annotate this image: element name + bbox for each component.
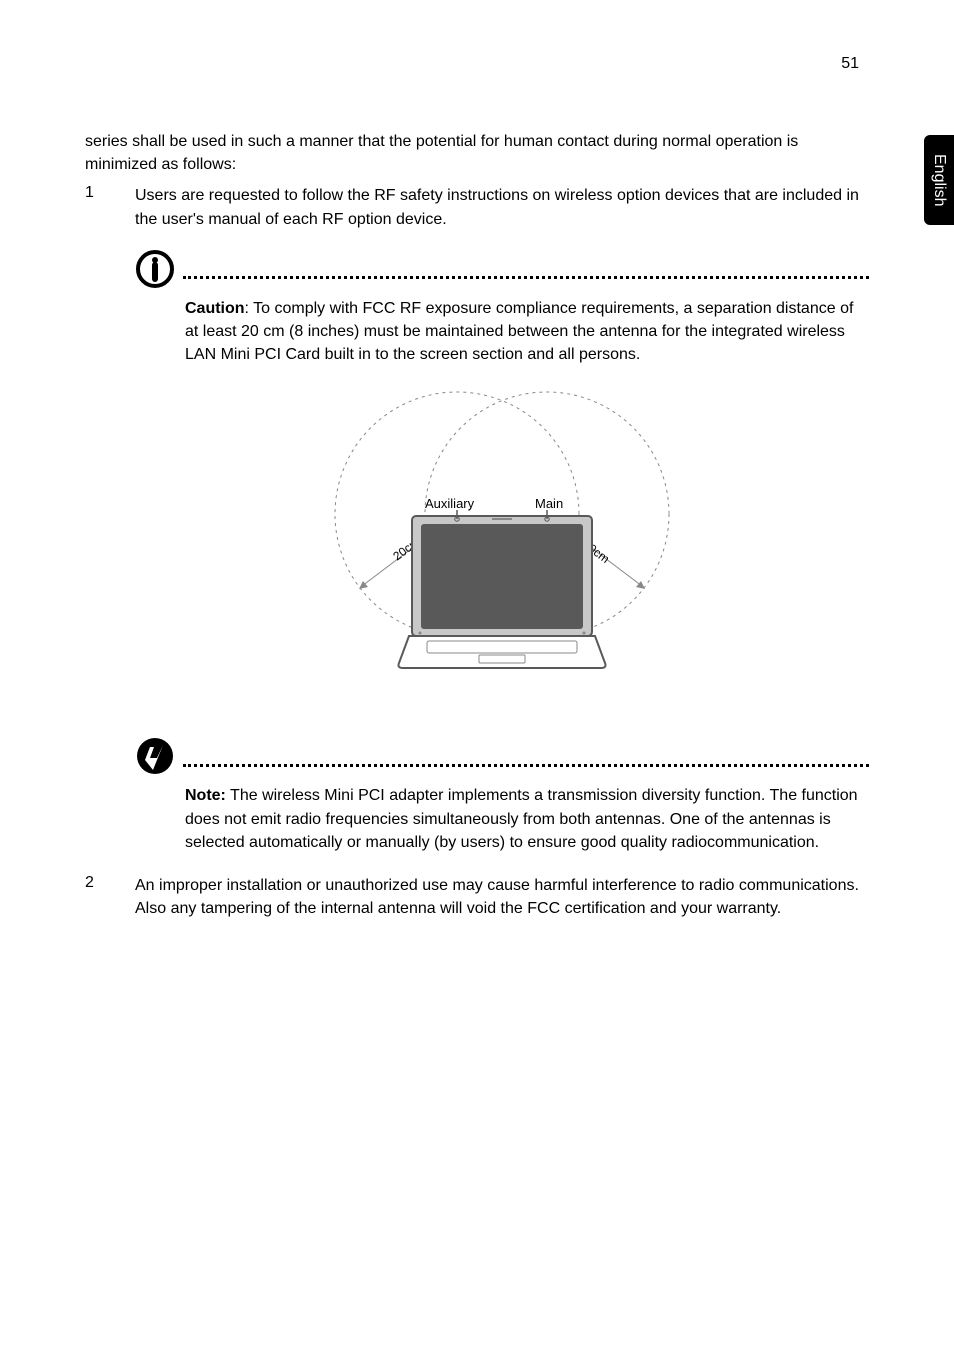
list-body-1: Users are requested to follow the RF saf…: [135, 184, 869, 230]
list-item-2: 2 An improper installation or unauthoriz…: [85, 874, 869, 920]
main-label: Main: [535, 496, 563, 511]
caution-bold: Caution: [185, 300, 245, 317]
auxiliary-label: Auxiliary: [425, 496, 475, 511]
note-rest: The wireless Mini PCI adapter implements…: [185, 787, 858, 850]
note-icon: [135, 736, 175, 776]
caution-icon: [135, 249, 175, 289]
note-body: Note: The wireless Mini PCI adapter impl…: [185, 784, 869, 854]
language-tab: English: [924, 135, 954, 225]
caution-divider: [183, 276, 869, 279]
antenna-figure: 20cm 20cm Auxiliary Main: [135, 386, 869, 701]
note-header: [135, 736, 869, 776]
language-tab-text: English: [930, 154, 948, 206]
note-callout: Note: The wireless Mini PCI adapter impl…: [135, 736, 869, 854]
note-divider: [183, 764, 869, 767]
list-number-1: 1: [85, 184, 135, 230]
caution-header: [135, 249, 869, 289]
page-number: 51: [841, 55, 859, 73]
caution-callout: Caution: To comply with FCC RF exposure …: [135, 249, 869, 367]
caution-rest: : To comply with FCC RF exposure complia…: [185, 300, 853, 363]
list-item-1: 1 Users are requested to follow the RF s…: [85, 184, 869, 230]
laptop-icon: [399, 510, 606, 668]
intro-paragraph: series shall be used in such a manner th…: [85, 130, 869, 176]
caution-body: Caution: To comply with FCC RF exposure …: [185, 297, 869, 367]
page-content: series shall be used in such a manner th…: [85, 130, 869, 920]
list-number-2: 2: [85, 874, 135, 920]
note-bold: Note:: [185, 787, 226, 804]
list-body-2: An improper installation or unauthorized…: [135, 874, 869, 920]
